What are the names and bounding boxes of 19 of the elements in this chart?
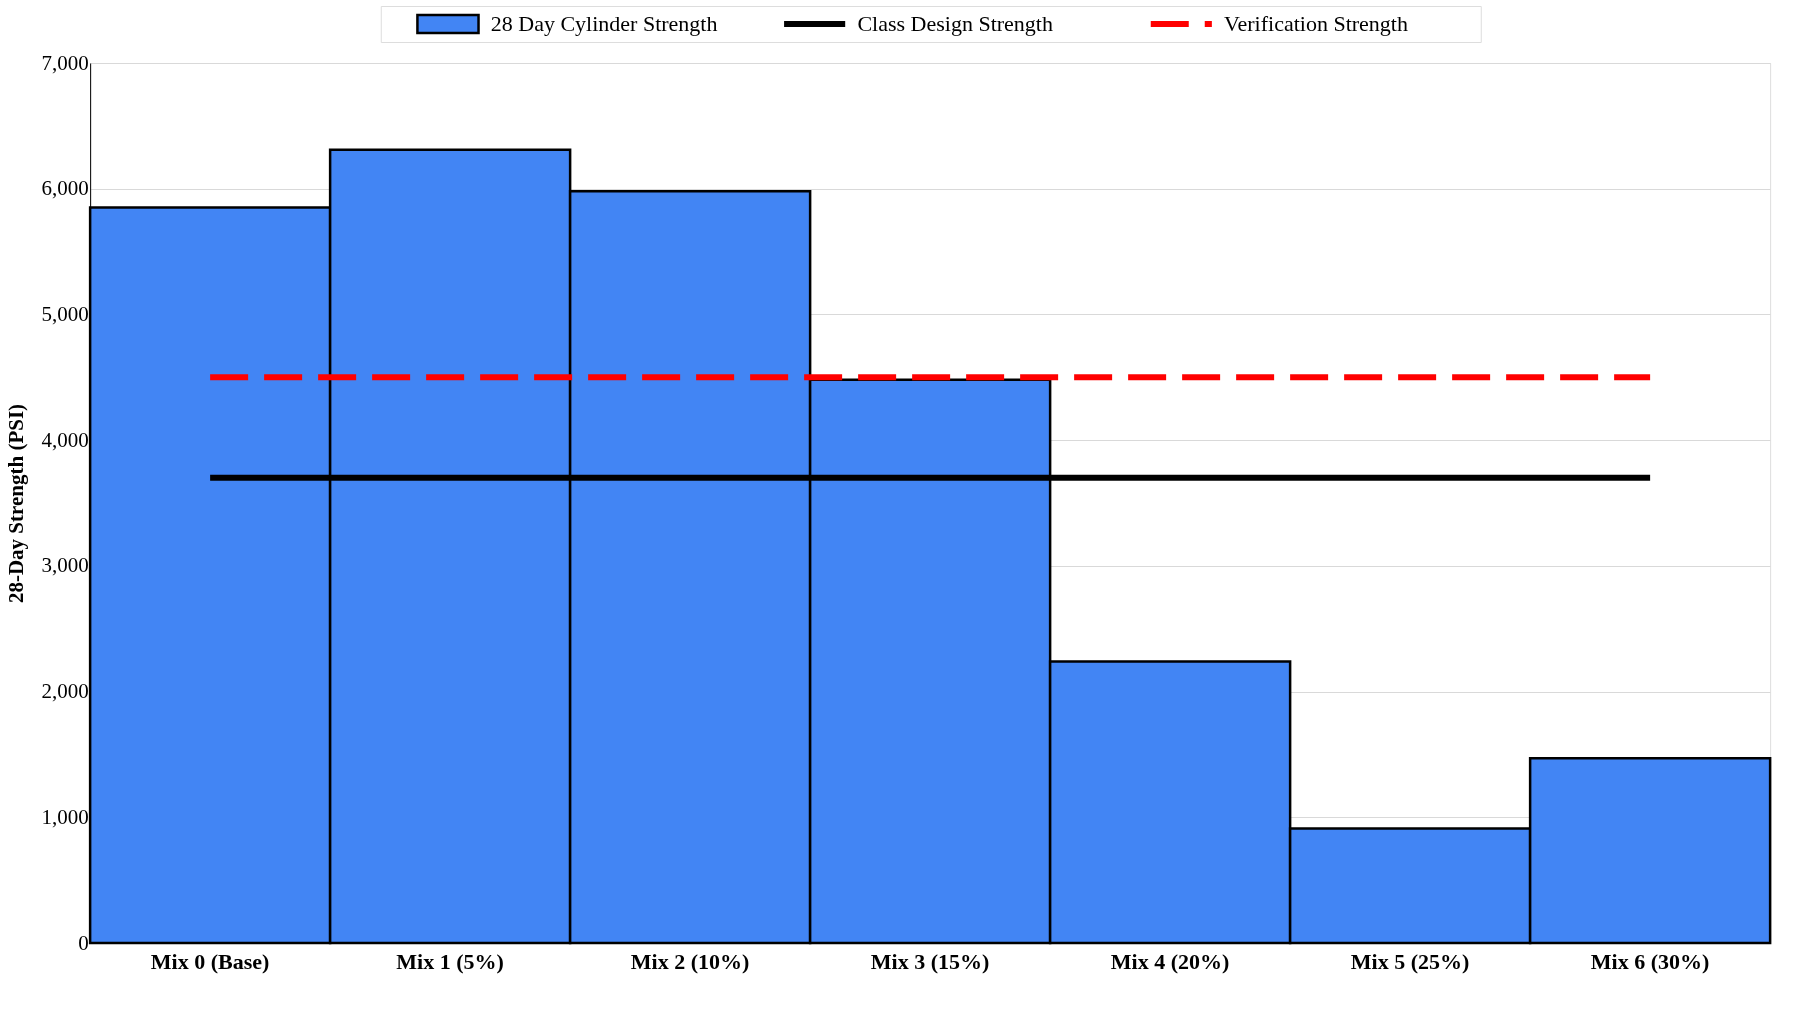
y-tick-label: 7,000 [41, 50, 89, 75]
x-tick-label: Mix 6 (30%) [1590, 948, 1710, 974]
y-tick-label: 1,000 [41, 804, 89, 829]
x-tick-label: Mix 5 (25%) [1350, 948, 1470, 974]
y-tick-label: 0 [78, 930, 89, 955]
x-tick-label: Mix 4 (20%) [1110, 948, 1230, 974]
x-tick-label: Mix 3 (15%) [870, 948, 990, 974]
legend-label: Verification Strength [1224, 11, 1408, 36]
y-tick-label: 6,000 [41, 176, 89, 201]
y-tick-label: 4,000 [41, 427, 89, 452]
x-tick-label: Mix 1 (5%) [396, 948, 504, 974]
y-axis-title: 28-Day Strength (PSI) [4, 403, 29, 604]
x-tick-label: Mix 2 (10%) [630, 948, 750, 974]
legend-label: Class Design Strength [857, 11, 1053, 36]
legend-label: 28 Day Cylinder Strength [490, 11, 718, 36]
y-tick-label: 3,000 [41, 553, 89, 578]
y-tick-label: 2,000 [41, 679, 89, 704]
y-tick-label: 5,000 [41, 301, 89, 326]
x-tick-label: Mix 0 (Base) [150, 948, 270, 974]
